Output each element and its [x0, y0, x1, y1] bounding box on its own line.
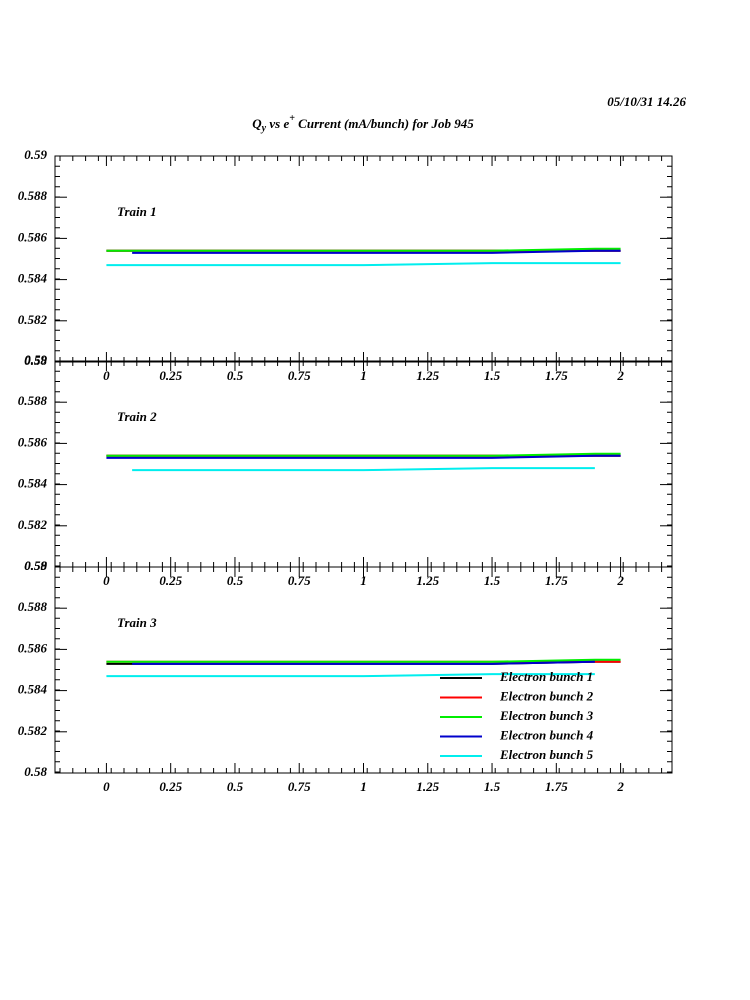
- legend-label: Electron bunch 5: [499, 747, 594, 762]
- y-tick-label: 0.58: [24, 353, 47, 368]
- y-tick-label: 0.588: [18, 188, 48, 203]
- x-tick-label: 0.75: [288, 368, 311, 383]
- x-tick-label: 1.5: [484, 779, 501, 794]
- x-tick-label: 0.25: [159, 368, 182, 383]
- x-tick-label: 0.75: [288, 573, 311, 588]
- x-tick-label: 1: [360, 368, 367, 383]
- y-tick-label: 0.582: [18, 517, 48, 532]
- legend-label: Electron bunch 4: [499, 727, 594, 742]
- panel-label: Train 2: [117, 409, 157, 424]
- y-tick-label: 0.58: [24, 558, 47, 573]
- x-tick-label: 0.75: [288, 779, 311, 794]
- x-tick-label: 1: [360, 779, 367, 794]
- plot-frame: [54, 155, 673, 363]
- x-tick-label: 0: [103, 368, 110, 383]
- x-tick-label: 2: [616, 573, 624, 588]
- x-tick-label: 0.25: [159, 779, 182, 794]
- x-tick-label: 1.25: [416, 779, 439, 794]
- y-tick-label: 0.59: [24, 558, 47, 573]
- date-stamp: 05/10/31 14.26: [607, 94, 686, 109]
- x-tick-label: 1.25: [416, 368, 439, 383]
- y-tick-label: 0.584: [18, 271, 48, 286]
- y-tick-label: 0.59: [24, 352, 47, 367]
- x-tick-label: 2: [616, 368, 624, 383]
- x-tick-label: 0.25: [159, 573, 182, 588]
- title-part: vs e: [266, 116, 289, 131]
- x-tick-label: 2: [616, 779, 624, 794]
- series-line: [132, 660, 595, 665]
- y-tick-label: 0.586: [18, 229, 48, 244]
- series-line: [106, 673, 595, 678]
- title-part: Q: [252, 116, 262, 131]
- x-tick-label: 1.75: [545, 368, 568, 383]
- series-line: [106, 247, 621, 252]
- y-tick-label: 0.582: [18, 312, 48, 327]
- panel-label: Train 3: [117, 615, 157, 630]
- x-tick-label: 0: [103, 779, 110, 794]
- title-sup: +: [289, 113, 295, 124]
- series-line: [106, 454, 621, 459]
- legend-label: Electron bunch 2: [499, 688, 594, 703]
- plot-frame: [54, 360, 673, 568]
- series-line: [106, 658, 621, 663]
- x-tick-label: 1: [360, 573, 367, 588]
- title-part: Current (mA/bunch) for Job 945: [295, 116, 474, 131]
- legend-label: Electron bunch 1: [499, 669, 593, 684]
- legend-label: Electron bunch 3: [499, 708, 594, 723]
- y-tick-label: 0.59: [24, 147, 47, 162]
- x-tick-label: 1.75: [545, 779, 568, 794]
- x-tick-label: 1.25: [416, 573, 439, 588]
- x-tick-label: 0.5: [227, 368, 244, 383]
- y-tick-label: 0.584: [18, 476, 48, 491]
- x-tick-label: 1.5: [484, 368, 501, 383]
- y-tick-label: 0.582: [18, 723, 48, 738]
- x-tick-label: 0.5: [227, 573, 244, 588]
- panel-label: Train 1: [117, 204, 157, 219]
- y-tick-label: 0.58: [24, 764, 47, 779]
- y-tick-label: 0.588: [18, 393, 48, 408]
- y-tick-label: 0.586: [18, 640, 48, 655]
- series-line: [106, 262, 621, 267]
- series-line: [132, 467, 595, 472]
- x-tick-label: 1.5: [484, 573, 501, 588]
- x-tick-label: 0: [103, 573, 110, 588]
- y-tick-label: 0.584: [18, 682, 48, 697]
- y-tick-label: 0.588: [18, 599, 48, 614]
- series-line: [132, 249, 621, 254]
- series-line: [106, 452, 621, 457]
- y-tick-label: 0.586: [18, 434, 48, 449]
- x-tick-label: 0.5: [227, 779, 244, 794]
- title-sub: y: [261, 123, 267, 134]
- title: Qy vs e+ Current (mA/bunch) for Job 945: [252, 113, 474, 134]
- x-tick-label: 1.75: [545, 573, 568, 588]
